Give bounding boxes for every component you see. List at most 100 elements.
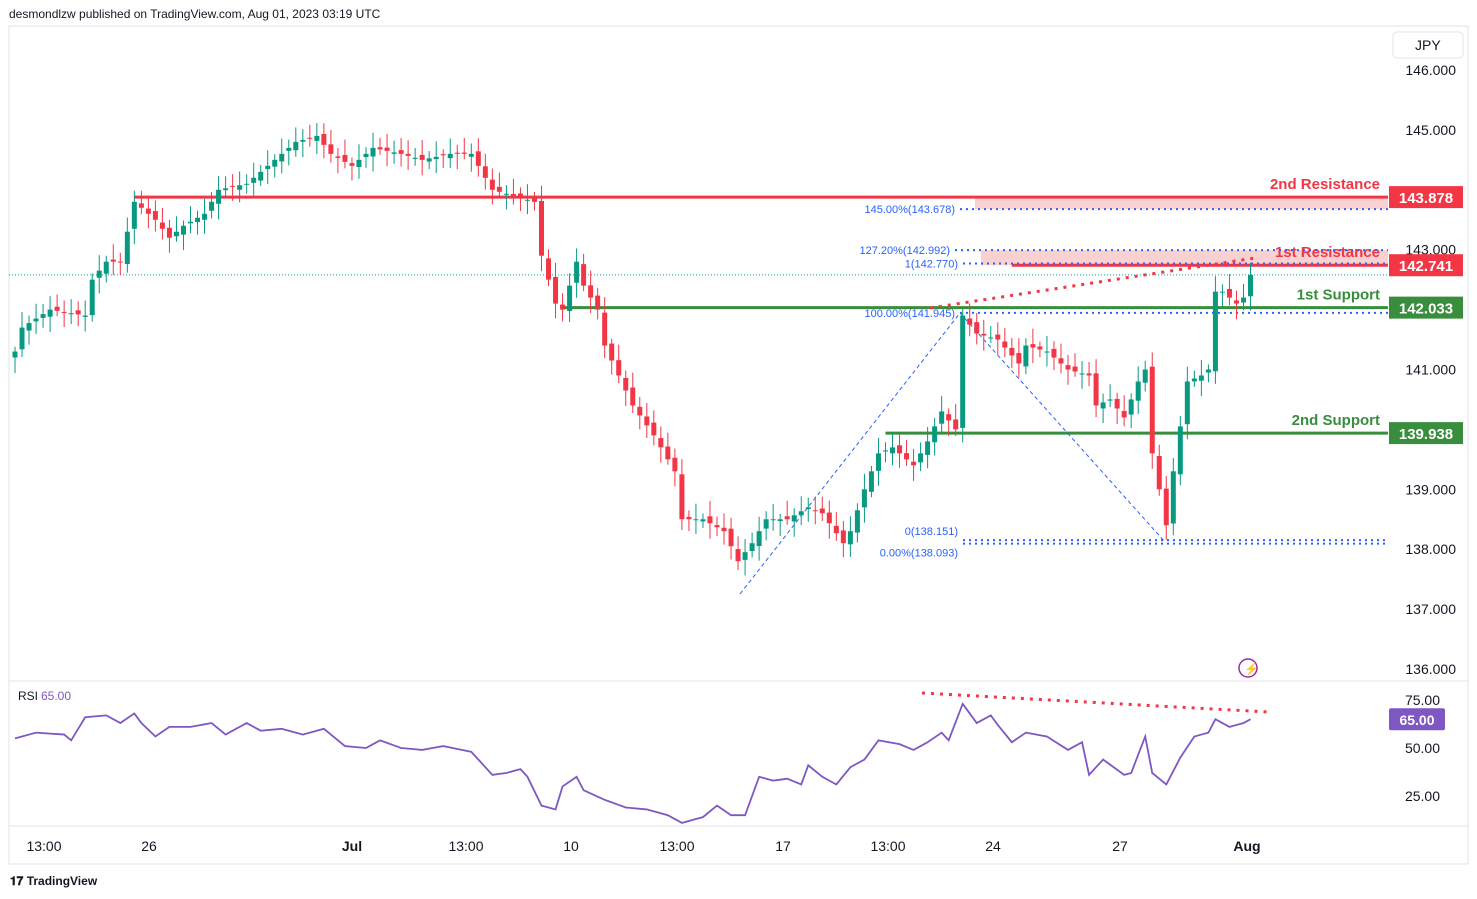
candle-body[interactable] <box>1156 455 1162 490</box>
candle-body[interactable] <box>981 333 987 336</box>
candle-body[interactable] <box>875 453 881 471</box>
candle-body[interactable] <box>546 258 552 280</box>
candle-body[interactable] <box>503 193 509 195</box>
candle-body[interactable] <box>440 154 446 156</box>
candle-body[interactable] <box>1058 358 1064 364</box>
candle-body[interactable] <box>974 322 980 334</box>
candle-body[interactable] <box>602 312 608 346</box>
candle-body[interactable] <box>159 222 165 229</box>
candle-body[interactable] <box>335 156 341 158</box>
candle-body[interactable] <box>1128 399 1134 415</box>
candle-body[interactable] <box>89 279 95 316</box>
candle-body[interactable] <box>1163 488 1169 526</box>
candle-body[interactable] <box>777 519 783 522</box>
candle-body[interactable] <box>349 163 355 166</box>
candle-body[interactable] <box>595 295 601 310</box>
candle-body[interactable] <box>286 147 292 151</box>
candle-body[interactable] <box>61 311 67 313</box>
candle-body[interactable] <box>314 135 320 141</box>
candle-body[interactable] <box>925 441 931 455</box>
candle-body[interactable] <box>293 141 299 151</box>
candle-body[interactable] <box>1009 347 1015 356</box>
candle-body[interactable] <box>461 152 467 154</box>
candle-body[interactable] <box>651 422 657 436</box>
candle-body[interactable] <box>630 387 636 406</box>
candle-body[interactable] <box>798 511 804 516</box>
candle-body[interactable] <box>1177 426 1183 475</box>
candle-body[interactable] <box>1086 373 1092 376</box>
candle-body[interactable] <box>342 154 348 162</box>
candle-body[interactable] <box>145 208 151 214</box>
candle-body[interactable] <box>363 153 369 158</box>
candle-body[interactable] <box>510 193 516 196</box>
candle-body[interactable] <box>1065 365 1071 370</box>
candle-body[interactable] <box>679 474 685 520</box>
candle-body[interactable] <box>384 147 390 151</box>
candle-body[interactable] <box>1184 381 1190 425</box>
candle-body[interactable] <box>117 261 123 263</box>
candle-body[interactable] <box>616 360 622 376</box>
candle-body[interactable] <box>707 516 713 524</box>
candle-body[interactable] <box>216 189 222 204</box>
candle-body[interactable] <box>405 153 411 156</box>
candle-body[interactable] <box>1219 291 1225 293</box>
candle-body[interactable] <box>939 411 945 424</box>
candle-body[interactable] <box>1226 288 1232 298</box>
candle-body[interactable] <box>1198 375 1204 381</box>
candle-body[interactable] <box>398 150 404 154</box>
candle-body[interactable] <box>1233 300 1239 304</box>
candle-body[interactable] <box>588 285 594 298</box>
candle-body[interactable] <box>784 516 790 520</box>
candle-body[interactable] <box>447 153 453 159</box>
candle-body[interactable] <box>524 199 530 201</box>
candle-body[interactable] <box>1241 297 1246 303</box>
candle-body[interactable] <box>475 151 481 166</box>
candle-body[interactable] <box>1170 471 1176 524</box>
candle-body[interactable] <box>637 406 643 416</box>
candle-body[interactable] <box>173 231 179 237</box>
candle-body[interactable] <box>138 203 144 208</box>
candle-body[interactable] <box>265 165 271 170</box>
candle-body[interactable] <box>110 259 116 262</box>
candle-body[interactable] <box>581 264 587 286</box>
candle-body[interactable] <box>686 516 692 520</box>
candle-body[interactable] <box>180 225 186 235</box>
candle-body[interactable] <box>897 445 903 454</box>
candle-body[interactable] <box>209 201 215 211</box>
candle-body[interactable] <box>953 419 959 430</box>
candle-body[interactable] <box>131 201 137 229</box>
candle-body[interactable] <box>840 530 846 544</box>
candle-body[interactable] <box>433 156 439 160</box>
candle-body[interactable] <box>819 508 825 514</box>
candle-body[interactable] <box>188 221 193 224</box>
candle-body[interactable] <box>574 261 580 283</box>
candle-body[interactable] <box>770 519 776 521</box>
candle-body[interactable] <box>96 270 102 278</box>
candle-body[interactable] <box>244 183 250 185</box>
candle-body[interactable] <box>1023 345 1029 367</box>
candle-body[interactable] <box>1107 399 1113 401</box>
candle-body[interactable] <box>728 528 734 547</box>
candle-body[interactable] <box>714 525 720 528</box>
candle-body[interactable] <box>960 315 966 428</box>
candle-body[interactable] <box>826 512 832 524</box>
candle-body[interactable] <box>1093 373 1099 406</box>
currency-badge[interactable] <box>1392 31 1464 59</box>
candle-body[interactable] <box>68 313 74 315</box>
candle-body[interactable] <box>644 416 650 426</box>
candle-body[interactable] <box>496 186 502 192</box>
candle-body[interactable] <box>356 159 362 167</box>
candle-body[interactable] <box>489 179 495 190</box>
candle-body[interactable] <box>391 152 397 154</box>
candle-body[interactable] <box>882 450 888 452</box>
candle-body[interactable] <box>854 510 860 533</box>
candle-body[interactable] <box>749 543 755 552</box>
candle-body[interactable] <box>258 171 264 181</box>
candle-body[interactable] <box>1044 351 1050 353</box>
candle-body[interactable] <box>1051 348 1057 358</box>
candle-body[interactable] <box>251 177 257 183</box>
candle-body[interactable] <box>482 166 488 178</box>
candle-body[interactable] <box>1191 378 1197 382</box>
candle-body[interactable] <box>223 188 229 191</box>
